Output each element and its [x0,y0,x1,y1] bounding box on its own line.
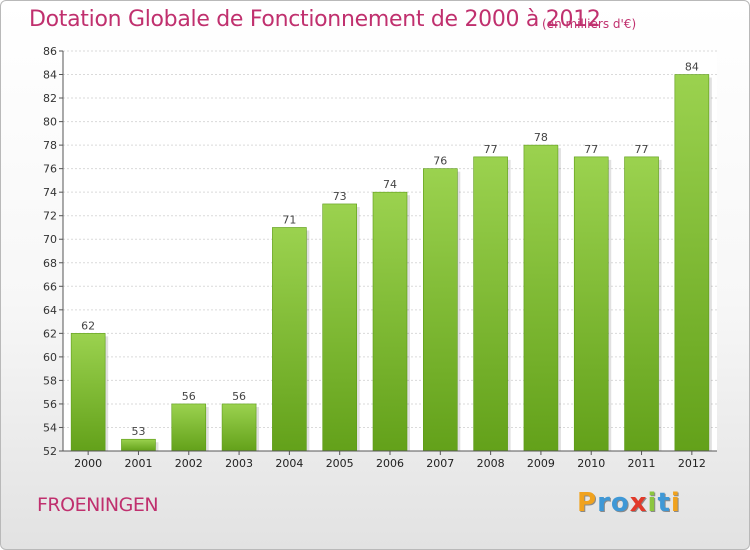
logo-letter: r [597,488,611,518]
y-tick-label: 70 [43,233,57,246]
commune-name: FROENINGEN [37,494,159,516]
x-tick-label-2011: 2011 [628,457,656,470]
proxiti-logo: Proxiti [577,488,681,518]
y-tick-label: 60 [43,351,57,364]
x-tick-label-2008: 2008 [477,457,505,470]
bar-2003 [221,403,257,452]
chart-unit: (en milliers d'€) [542,17,637,31]
x-tick-label-2000: 2000 [74,457,102,470]
x-tick-label-2009: 2009 [527,457,555,470]
bar-2011 [624,156,659,452]
bar-2004 [272,227,307,452]
value-label-2008: 77 [484,143,498,156]
logo-letter: i [670,488,681,518]
y-tick-label: 78 [43,139,57,152]
value-label-2009: 78 [534,131,548,144]
y-tick-label: 68 [43,257,57,270]
chart-title: Dotation Globale de Fonctionnement de 20… [29,7,601,32]
x-tick-label-2004: 2004 [275,457,303,470]
bar-2007 [423,168,458,452]
bar-2008 [473,156,508,452]
y-tick-label: 62 [43,327,57,340]
y-tick-label: 54 [43,421,57,434]
bar-2000 [70,333,106,452]
x-tick-label-2006: 2006 [376,457,404,470]
bar-2010 [573,156,609,452]
value-label-2010: 77 [584,143,598,156]
bar-2012 [674,74,710,452]
value-label-2012: 84 [685,61,699,74]
value-label-2005: 73 [333,190,347,203]
x-tick-label-2005: 2005 [326,457,354,470]
bar-2002 [171,403,207,452]
bar-2006 [372,191,408,452]
y-tick-label: 84 [43,69,57,82]
bar-2009 [523,144,559,452]
value-label-2000: 62 [81,319,95,332]
y-tick-label: 52 [43,445,57,458]
value-label-2001: 53 [131,425,145,438]
logo-letter: x [629,488,648,518]
y-tick-label: 72 [43,210,57,223]
logo-letter: o [610,488,630,518]
x-tick-label-2010: 2010 [577,457,605,470]
y-tick-label: 76 [43,163,57,176]
y-tick-label: 56 [43,398,57,411]
logo-letter: i [647,488,658,518]
y-tick-label: 66 [43,280,57,293]
y-tick-label: 82 [43,92,57,105]
value-label-2002: 56 [182,390,196,403]
value-label-2011: 77 [635,143,649,156]
value-label-2007: 76 [433,155,447,168]
x-tick-label-2001: 2001 [124,457,152,470]
y-tick-label: 80 [43,116,57,129]
value-label-2006: 74 [383,178,397,191]
bar-2005 [322,203,357,452]
value-label-2003: 56 [232,390,246,403]
x-tick-label-2003: 2003 [225,457,253,470]
logo-letter: t [657,488,671,518]
x-tick-label-2012: 2012 [678,457,706,470]
x-tick-label-2007: 2007 [426,457,454,470]
value-label-2004: 71 [282,213,296,226]
y-tick-label: 58 [43,374,57,387]
y-tick-label: 64 [43,304,57,317]
logo-letter: P [577,488,598,518]
y-tick-label: 86 [43,45,57,58]
x-tick-label-2002: 2002 [175,457,203,470]
bar-2001 [121,438,156,452]
y-tick-label: 74 [43,186,57,199]
